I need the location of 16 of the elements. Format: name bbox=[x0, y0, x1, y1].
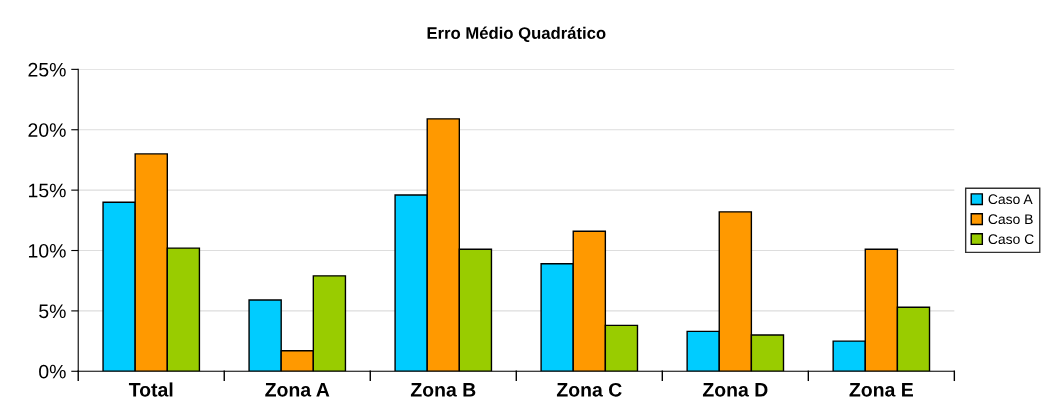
legend-label: Caso B bbox=[988, 214, 1033, 225]
y-tick-label: 15% bbox=[28, 183, 66, 198]
y-tick-label: 0% bbox=[39, 364, 66, 379]
x-tick-label: Total bbox=[128, 382, 173, 397]
y-tick-label: 5% bbox=[39, 304, 66, 319]
x-tick-label: Zona E bbox=[849, 383, 913, 397]
legend-label: Caso A bbox=[988, 194, 1033, 205]
legend-label: Caso C bbox=[988, 234, 1034, 245]
y-tick-label: 25% bbox=[28, 62, 66, 77]
x-tick-label: Zona B bbox=[410, 383, 476, 397]
x-tick-label: Zona A bbox=[265, 383, 330, 397]
chart-title: Erro Médio Quadrático bbox=[427, 26, 606, 43]
y-tick-label: 20% bbox=[28, 123, 66, 137]
y-tick-label: 10% bbox=[28, 243, 66, 258]
x-tick-label: Zona C bbox=[556, 382, 622, 397]
x-tick-label: Zona D bbox=[702, 383, 768, 397]
